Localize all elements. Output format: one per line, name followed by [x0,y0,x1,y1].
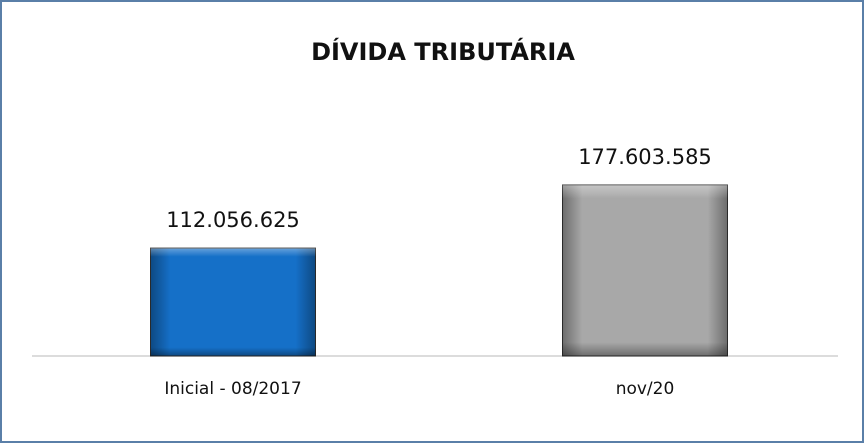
x-tick-label: Inicial - 08/2017 [164,379,301,399]
value-label: 177.603.585 [578,145,712,169]
bar-bevel [562,185,728,356]
value-label: 112.056.625 [166,208,300,232]
chart-title: DÍVIDA TRIBUTÁRIA [311,37,575,66]
x-tick-label: nov/20 [616,379,675,399]
bar-bevel [150,248,316,356]
